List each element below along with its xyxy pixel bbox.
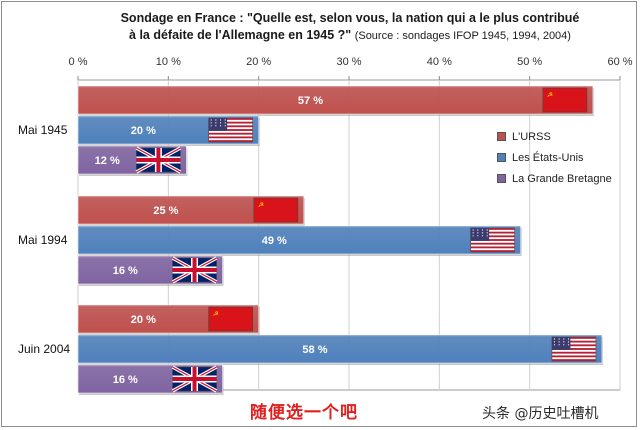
data-label: 20 % <box>131 314 156 326</box>
svg-text:☭: ☭ <box>213 310 219 318</box>
category-label: Mai 1945 <box>18 123 68 137</box>
title-line-2: à la défaite de l'Allemagne en 1945 ?" (… <box>70 27 630 45</box>
legend-item: La Grande Bretagne <box>497 168 619 189</box>
x-tick-label: 10 % <box>156 56 181 68</box>
title-line-2-text: à la défaite de l'Allemagne en 1945 ?" <box>129 28 352 42</box>
data-label: 16 % <box>113 374 138 386</box>
legend-label: L'URSS <box>512 130 551 143</box>
category-label: Mai 1994 <box>18 233 68 247</box>
ussr-flag: ☭ <box>542 87 588 113</box>
category-label: Juin 2004 <box>18 342 70 356</box>
x-tick-label: 40 % <box>427 56 452 68</box>
legend-swatch <box>497 174 506 183</box>
x-tick-label: 50 % <box>517 56 542 68</box>
bar <box>77 334 603 364</box>
legend-item: Les États-Unis <box>497 147 619 168</box>
ussr-flag: ☭ <box>253 197 299 223</box>
x-tick-label: 20 % <box>246 56 271 68</box>
legend-label: Les États-Unis <box>512 151 584 164</box>
caption-text: 随便选一个吧 <box>250 403 358 423</box>
x-tick-label: 30 % <box>336 56 361 68</box>
uk-flag <box>171 256 218 284</box>
ussr-flag: ☭ <box>208 306 253 332</box>
uk-flag <box>171 365 218 393</box>
legend-item: L'URSS <box>497 126 619 147</box>
bar <box>77 85 594 115</box>
x-tick-label: 0 % <box>69 56 88 68</box>
svg-text:☭: ☭ <box>547 91 553 99</box>
legend: L'URSS Les États-Unis La Grande Bretagne <box>497 126 619 189</box>
legend-swatch <box>497 132 506 141</box>
data-label: 57 % <box>298 95 323 107</box>
watermark: 头条 @历史吐槽机 <box>482 406 599 422</box>
uk-flag <box>135 146 182 174</box>
chart-source: (Source : sondages IFOP 1945, 1994, 2004… <box>354 30 571 42</box>
data-label: 49 % <box>262 235 287 247</box>
usa-flag <box>208 117 253 143</box>
usa-flag <box>551 336 597 362</box>
data-label: 12 % <box>95 155 120 167</box>
data-label: 25 % <box>153 205 178 217</box>
legend-label: La Grande Bretagne <box>512 172 612 185</box>
x-tick-label: 60 % <box>607 56 632 68</box>
data-label: 58 % <box>302 344 327 356</box>
usa-flag <box>470 227 515 253</box>
title-line-1: Sondage en France : "Quelle est, selon v… <box>120 11 580 25</box>
bar <box>77 225 521 255</box>
chart-title: Sondage en France : "Quelle est, selon v… <box>70 10 630 45</box>
legend-swatch <box>497 153 506 162</box>
data-label: 20 % <box>131 125 156 137</box>
data-label: 16 % <box>113 265 138 277</box>
svg-text:☭: ☭ <box>258 201 264 209</box>
